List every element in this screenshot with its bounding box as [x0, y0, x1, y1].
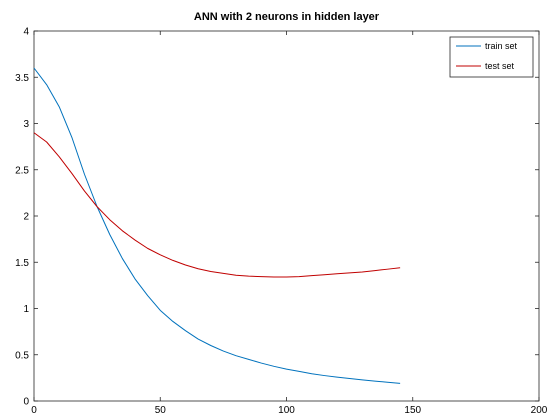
- series-line-0: [33, 67, 401, 384]
- plot-area: [33, 30, 540, 402]
- axis-ticks: 0 50 100 150 200 0 0.5 1 1.5 2 2.5 3 3.5 4: [15, 27, 548, 417]
- x-tick-label: 0: [31, 405, 37, 416]
- y-tick-label: 1: [23, 304, 29, 315]
- y-tick-label: 0: [23, 397, 29, 408]
- y-tick-label: 2: [23, 212, 29, 223]
- series-lines: [33, 67, 401, 384]
- y-tick-label: 3: [23, 119, 29, 130]
- legend-box: [449, 36, 534, 78]
- y-tick-label: 3.5: [15, 73, 29, 84]
- legend-label-1: test set: [485, 61, 515, 71]
- x-tick-label: 150: [404, 405, 421, 416]
- x-tick-label: 100: [278, 405, 295, 416]
- legend: train set test set: [449, 36, 534, 78]
- y-tick-label: 2.5: [15, 165, 29, 176]
- x-tick-label: 50: [155, 405, 167, 416]
- y-tick-label: 0.5: [15, 350, 29, 361]
- series-line-1: [33, 132, 401, 278]
- y-tick-label: 4: [23, 27, 29, 38]
- x-tick-label: 200: [531, 405, 548, 416]
- legend-label-0: train set: [485, 41, 518, 51]
- y-tick-label: 1.5: [15, 258, 29, 269]
- chart-title: ANN with 2 neurons in hidden layer: [194, 11, 380, 23]
